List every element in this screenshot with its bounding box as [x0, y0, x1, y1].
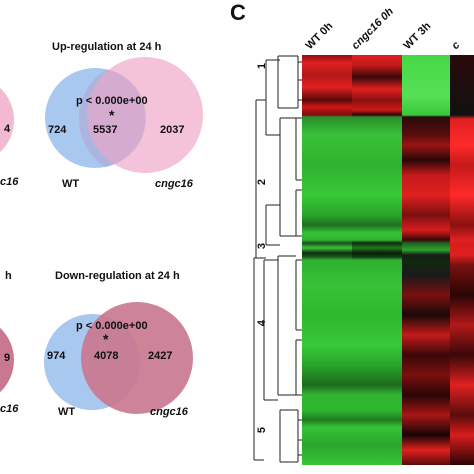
venn-down-star: *: [103, 331, 109, 347]
heatmap-panel: C WT 0h cngc16 0h WT 3h c 1 2 3 4 5: [230, 0, 474, 474]
partial-value-down: 9: [4, 352, 11, 364]
partial-caption-down: c16: [0, 403, 19, 415]
partial-value-up: 4: [4, 123, 11, 135]
venn-down-overlap-value: 4078: [94, 350, 119, 362]
panel-letter-c: C: [230, 0, 246, 25]
partial-caption-up: c16: [0, 176, 19, 188]
column-label-cngc16-0h: cngc16 0h: [349, 5, 397, 52]
venn-up-left-label: WT: [62, 178, 80, 190]
venn-down-left-value: 974: [47, 350, 66, 362]
venn-down-pvalue: p < 0.000e+00: [76, 320, 148, 332]
venn-up-cngc16-circle: [87, 57, 203, 173]
heatmap-grid: [302, 55, 474, 465]
dendrogram: [253, 55, 310, 463]
venn-up-left-value: 724: [48, 124, 67, 136]
heatmap-column-wt-0h: [302, 55, 352, 465]
heatmap-column-wt-3h: [402, 55, 450, 465]
venn-panel: 4 c16 h 9 c16 Up-regulation at 24 h p < …: [0, 41, 203, 418]
venn-up-right-value: 2037: [160, 124, 185, 136]
venn-up-pvalue: p < 0.000e+00: [76, 95, 148, 107]
partial-title-down: h: [5, 270, 12, 282]
column-label-wt-3h: WT 3h: [401, 20, 434, 52]
venn-down-title: Down-regulation at 24 h: [55, 270, 180, 282]
partial-venn-up: [0, 87, 14, 153]
venn-up-right-label: cngc16: [155, 178, 193, 190]
venn-up-overlap-value: 5537: [93, 124, 118, 136]
venn-down-cngc16-circle: [81, 302, 193, 414]
venn-shapes: [0, 57, 203, 414]
venn-down-right-label: cngc16: [150, 406, 188, 418]
column-label-partial: c: [449, 39, 463, 52]
venn-down-right-value: 2427: [148, 350, 173, 362]
venn-down-left-label: WT: [58, 406, 76, 418]
partial-venn-down: [0, 327, 14, 393]
heatmap-column-cngc16-0h: [352, 55, 402, 465]
venn-up-star: *: [109, 107, 115, 123]
heatmap-column-partial: [450, 55, 474, 465]
venn-up-title: Up-regulation at 24 h: [52, 41, 162, 53]
venn-up-overlap: [79, 69, 147, 167]
